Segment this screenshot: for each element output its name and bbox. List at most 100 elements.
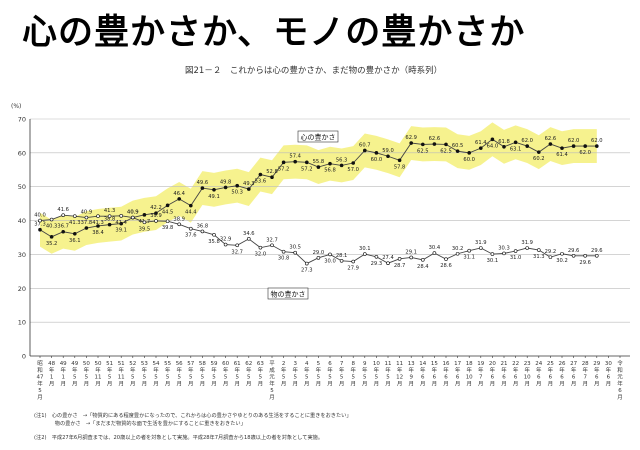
data-label: 46.4 bbox=[173, 191, 185, 197]
x-tick-label: 57 年 5 月 bbox=[187, 361, 194, 387]
data-label: 30.3 bbox=[498, 245, 510, 251]
x-tick-label: 10 年 5 月 bbox=[373, 361, 380, 387]
data-label: 60.7 bbox=[359, 142, 371, 148]
data-label: 31.3 bbox=[533, 254, 545, 260]
data-label: 55.8 bbox=[313, 159, 325, 165]
x-tick-label: 17 年 6 月 bbox=[454, 361, 461, 387]
x-tick-label: 18 年 10 月 bbox=[466, 361, 473, 387]
x-tick-label: 55 年 5 月 bbox=[164, 361, 171, 387]
x-tick-label: 50 年 5 月 bbox=[83, 361, 90, 387]
data-point bbox=[247, 187, 251, 191]
x-tick-label: 16 年 6 月 bbox=[443, 361, 450, 387]
x-tick-label: 27 年 6 月 bbox=[570, 361, 577, 387]
data-label: 27.9 bbox=[347, 266, 359, 272]
data-point bbox=[293, 250, 298, 255]
data-point bbox=[386, 154, 390, 159]
x-tick-label: 15 年 6 月 bbox=[431, 361, 438, 387]
data-point bbox=[328, 161, 332, 166]
data-point bbox=[258, 172, 263, 177]
data-label: 30.4 bbox=[429, 245, 441, 251]
data-label: 53.6 bbox=[255, 179, 267, 185]
data-label: 40.3 bbox=[46, 224, 58, 230]
data-point bbox=[212, 232, 216, 237]
data-point bbox=[200, 186, 205, 190]
x-tick-label: 11 年 5 月 bbox=[385, 361, 392, 387]
x-tick-label: 63 年 5 月 bbox=[257, 361, 264, 387]
data-point bbox=[536, 248, 541, 252]
data-point bbox=[270, 175, 274, 180]
data-label: 39.8 bbox=[162, 225, 174, 231]
data-point bbox=[502, 144, 506, 149]
data-label: 29.0 bbox=[313, 250, 325, 256]
data-label: 30.1 bbox=[359, 246, 371, 252]
data-point bbox=[154, 211, 158, 215]
data-label: 30.8 bbox=[278, 256, 290, 262]
x-tick-label: 58 年 5 月 bbox=[199, 361, 206, 387]
data-label: 60.5 bbox=[452, 143, 464, 149]
data-point bbox=[525, 246, 530, 250]
data-label: 41.6 bbox=[57, 207, 69, 213]
series-label-box bbox=[267, 287, 309, 300]
data-point bbox=[223, 242, 228, 247]
data-label: 62.6 bbox=[429, 136, 441, 142]
data-label: 32.0 bbox=[255, 252, 267, 258]
x-tick-label: 26 年 6 月 bbox=[559, 361, 566, 387]
headline: 心の豊かさか、モノの豊かさか bbox=[22, 13, 526, 53]
data-point bbox=[339, 163, 344, 168]
x-tick-label: 21 年 6 月 bbox=[501, 361, 508, 387]
data-label: 30.2 bbox=[556, 258, 568, 264]
data-label: 57.4 bbox=[289, 154, 301, 160]
data-label: 41.3 bbox=[69, 220, 81, 226]
data-point bbox=[107, 214, 112, 218]
data-point bbox=[374, 151, 379, 155]
x-tick-label: 49 年 1 月 bbox=[60, 361, 67, 387]
series-label: 物の豊かさ bbox=[271, 289, 306, 298]
data-label: 42.2 bbox=[150, 205, 162, 211]
data-point bbox=[258, 245, 263, 250]
data-point bbox=[107, 222, 112, 227]
x-tick-label: 25 年 6 月 bbox=[547, 361, 554, 387]
data-label: 61.4 bbox=[475, 140, 487, 146]
data-point bbox=[525, 144, 530, 148]
data-point bbox=[281, 160, 286, 165]
data-point bbox=[293, 159, 298, 164]
data-point bbox=[235, 243, 239, 248]
data-label: 40.9 bbox=[127, 210, 139, 216]
data-point bbox=[560, 146, 564, 150]
data-label: 57.0 bbox=[347, 167, 359, 173]
data-point bbox=[212, 187, 216, 192]
data-label: 30.0 bbox=[324, 258, 336, 264]
data-label: 52.8 bbox=[266, 169, 278, 175]
x-tick-label: 19 年 7 月 bbox=[477, 361, 484, 387]
highlight-band-shape bbox=[40, 122, 597, 254]
data-point bbox=[328, 252, 332, 257]
x-tick-label: 54 年 5 月 bbox=[153, 361, 160, 387]
x-tick-label: 49 年 5 月 bbox=[71, 361, 78, 387]
data-label: 62.0 bbox=[568, 138, 580, 144]
x-tick-label: 20 年 6 月 bbox=[489, 361, 496, 387]
data-label: 61.4 bbox=[556, 152, 568, 158]
data-label: 39.9 bbox=[150, 213, 162, 219]
data-point bbox=[548, 255, 553, 259]
data-label: 29.6 bbox=[579, 260, 591, 266]
y-tick-label: 0 bbox=[22, 353, 26, 361]
x-tick-label: 22 年 6 月 bbox=[512, 361, 519, 387]
data-point bbox=[444, 257, 448, 261]
data-point bbox=[490, 252, 495, 256]
data-point bbox=[304, 160, 309, 165]
data-label: 29.6 bbox=[568, 248, 580, 254]
data-label: 41.3 bbox=[104, 208, 116, 214]
data-point bbox=[96, 224, 100, 228]
data-label: 60.0 bbox=[371, 157, 383, 163]
data-label: 62.0 bbox=[521, 138, 533, 144]
data-label: 38.4 bbox=[92, 230, 104, 236]
data-label: 40.9 bbox=[81, 210, 93, 216]
x-tick-label: 61 年 5 月 bbox=[234, 361, 241, 387]
data-point bbox=[223, 185, 228, 190]
x-tick-label: 24 年 6 月 bbox=[535, 361, 542, 387]
footnotes: (注1) 心の豊かさ →「物質的にある程度豊かになったので、これからは心の豊かさ… bbox=[34, 411, 352, 441]
data-point bbox=[304, 261, 309, 266]
data-point bbox=[73, 231, 77, 236]
